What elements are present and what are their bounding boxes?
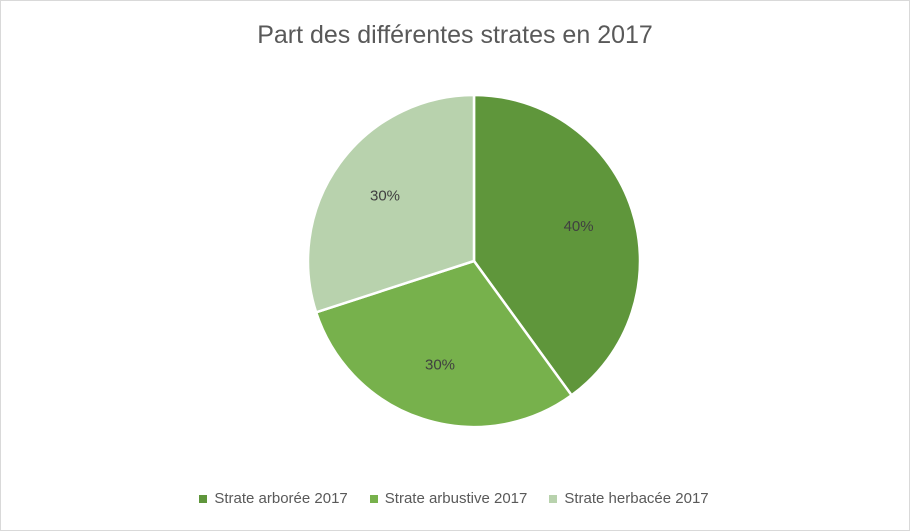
legend-item-2: Strate arbustive 2017: [369, 489, 528, 509]
pie-data-label-1: 40%: [564, 218, 594, 235]
chart-title: Part des différentes strates en 2017: [257, 21, 653, 49]
legend-label-3: Strate herbacée 2017: [564, 490, 709, 507]
pie-slice-1: [472, 93, 642, 397]
legend-item-1: Strate arborée 2017: [199, 489, 348, 509]
pie-slices: [306, 93, 642, 429]
legend-label-2: Strate arbustive 2017: [384, 490, 528, 507]
legend-swatch-1: [199, 495, 208, 503]
legend-label-1: Strate arborée 2017: [214, 490, 348, 507]
legend-swatch-2: [369, 495, 378, 503]
legend-item-3: Strate herbacée 2017: [549, 489, 709, 509]
pie-slice-3: [306, 93, 476, 314]
chart-legend: Strate arborée 2017 Strate arbustive 2017…: [0, 489, 908, 509]
pie-data-label-2: 30%: [425, 357, 455, 374]
pie-labels: 40% 30% 30%: [370, 187, 594, 373]
legend-swatch-3: [549, 495, 558, 503]
pie-data-label-3: 30%: [370, 187, 400, 204]
pie-slice-2: [314, 259, 573, 429]
